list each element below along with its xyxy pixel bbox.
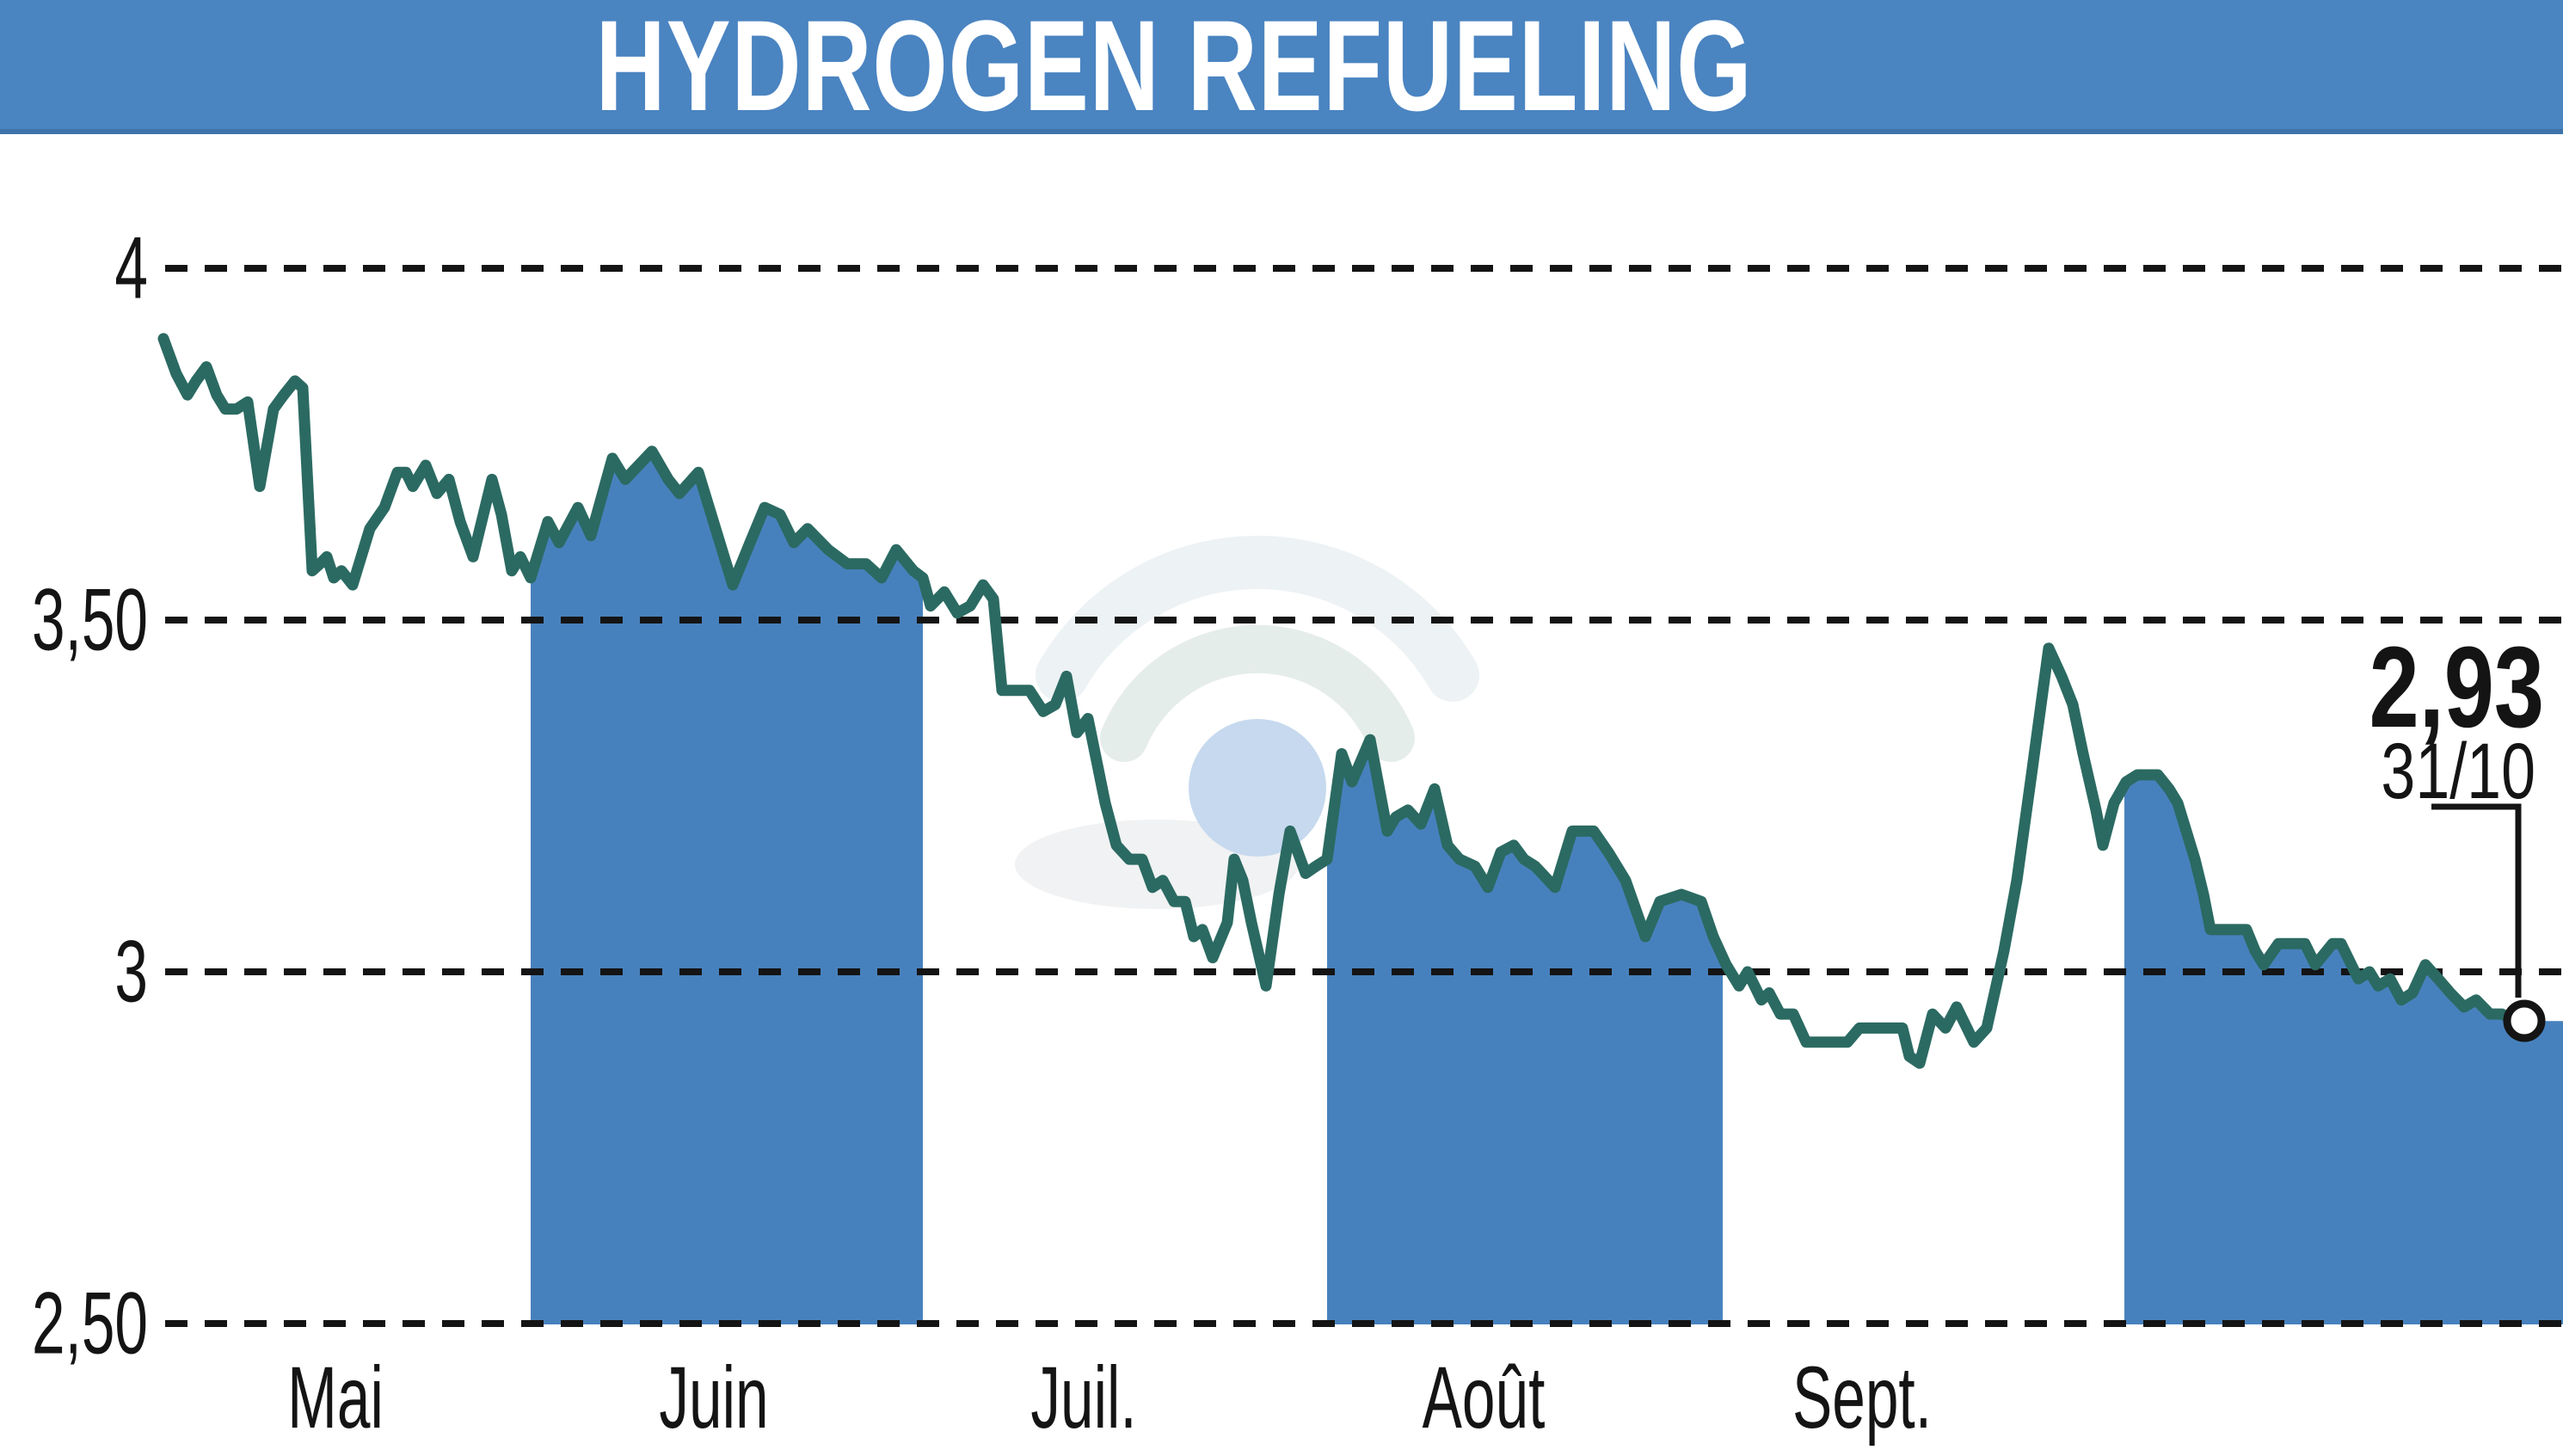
price-line [157,333,2530,1069]
x-label-juil: Juil. [1030,1349,1136,1447]
last-value-callout: 2,93 31/10 [2369,624,2546,1042]
page-title: HYDROGEN REFUELING [595,0,1753,138]
title-bar: HYDROGEN REFUELING [0,0,2563,134]
last-point-marker [2503,999,2546,1042]
y-tick-3-50: 3,50 [32,571,148,668]
callout-leader-line [2431,803,2522,998]
month-highlight-bands [531,451,2563,1324]
month-highlight-band [2124,775,2563,1324]
x-label-mai: Mai [287,1349,384,1447]
month-highlight-band [531,451,923,1324]
x-label-sept: Sept. [1792,1349,1932,1447]
watermark-ball-icon [1189,719,1326,857]
x-label-juin: Juin [659,1349,768,1447]
y-tick-2-50: 2,50 [32,1275,148,1372]
watermark-inner-arc-icon [1100,624,1415,762]
x-axis-labels: Mai Juin Juil. Août Sept. [287,1349,1932,1447]
gridlines [165,265,2563,1327]
y-tick-4: 4 [114,219,148,316]
y-tick-3: 3 [114,923,148,1020]
last-date-label: 31/10 [2381,727,2535,815]
x-label-aout: Août [1423,1349,1546,1447]
y-axis-labels: 4 3,50 3 2,50 [32,219,148,1372]
last-value-label: 2,93 [2369,624,2544,752]
